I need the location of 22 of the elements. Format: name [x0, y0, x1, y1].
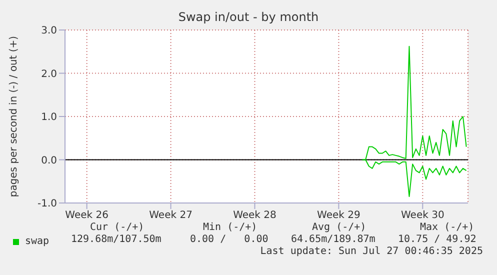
y-tick-label: 2.0	[41, 68, 57, 80]
text: 10.75 / 49.92	[398, 234, 476, 245]
text: 0.00 / 0.00	[190, 234, 268, 245]
y-tick-label: 1.0	[41, 112, 57, 124]
text: Avg (-/+)	[312, 222, 366, 233]
text: 129.68m/107.50m	[71, 234, 162, 245]
text: Last update: Sun Jul 27 00:46:35 2025	[260, 246, 483, 257]
text: Min (-/+)	[203, 222, 258, 233]
legend-label: swap	[24, 236, 50, 247]
x-tick-label: Week 30	[401, 210, 444, 222]
text: Cur (-/+)	[90, 222, 144, 233]
y-tick-label: 0.0	[41, 155, 57, 166]
y-axis-title: pages per second in (-) / out (+)	[8, 36, 20, 198]
chart-title: Swap in/out - by month	[177, 10, 320, 24]
x-tick-label: Week 26	[65, 210, 108, 222]
y-tick-label: 3.0	[41, 26, 57, 37]
x-tick-label: Week 29	[317, 210, 360, 222]
text: Max (-/+)	[420, 222, 474, 233]
x-tick-label: Week 28	[233, 210, 276, 222]
x-tick-label: Week 27	[149, 210, 192, 222]
y-tick-label: -1.0	[37, 198, 57, 210]
text: 64.65m/189.87m	[291, 234, 376, 245]
